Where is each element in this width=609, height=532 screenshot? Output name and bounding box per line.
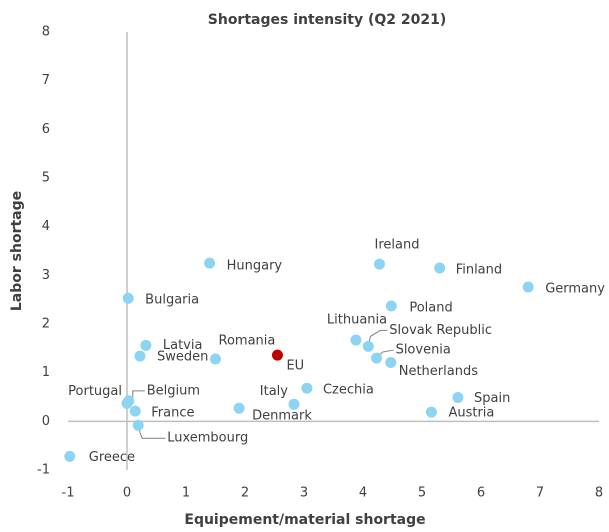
point [204,257,216,269]
y-tick-label: -1 [37,463,50,478]
point [385,356,397,368]
y-tick-label: 8 [42,25,50,40]
x-tick-label: 4 [359,486,367,501]
point-label: Luxembourg [167,431,248,446]
point [210,353,221,365]
point-label: Latvia [163,338,203,353]
y-tick-label: 0 [42,414,50,429]
point [385,300,397,312]
point-label: Czechia [323,383,374,398]
point [371,352,383,364]
x-tick-label: 2 [241,486,249,501]
point [301,382,313,394]
y-tick-label: 7 [42,73,50,88]
point [132,419,144,431]
point [350,334,362,346]
point-label: Austria [448,406,494,421]
point-label: Poland [409,300,452,315]
point-label: Slovak Republic [389,323,492,338]
point [271,349,283,361]
point [425,406,437,418]
point-label: Denmark [252,409,312,424]
point-label: Sweden [157,350,208,365]
point-label: Italy [260,384,289,399]
point [434,262,446,274]
point [140,339,152,351]
y-tick-label: 5 [42,171,50,186]
point-label: Lithuania [327,313,387,328]
point-label: EU [286,359,304,374]
point-label: Germany [545,282,605,297]
x-axis-title: Equipement/material shortage [184,512,425,528]
point [122,292,134,304]
point [452,391,464,403]
x-tick-label: 1 [182,486,190,501]
point [362,340,374,352]
point [522,281,534,293]
y-tick-label: 3 [42,268,50,283]
x-tick-label: 5 [418,486,426,501]
x-tick-label: 0 [123,486,131,501]
y-tick-label: 2 [42,317,50,332]
point [134,350,146,362]
x-tick-label: 3 [300,486,308,501]
x-tick-label: -1 [62,486,75,501]
y-tick-label: 6 [42,122,50,137]
y-axis-title: Labor shortage [9,191,25,311]
point-label: Hungary [227,259,283,274]
y-tick-label: 1 [42,365,50,380]
chart-title: Shortages intensity (Q2 2021) [208,12,446,28]
point-label: Spain [474,391,510,406]
point [374,258,386,270]
point-label: Finland [456,263,502,278]
y-tick-label: 4 [42,219,50,234]
point-label: Greece [89,450,135,465]
x-tick-label: 7 [536,486,544,501]
point-label: Slovenia [396,343,451,358]
point-label: Bulgaria [145,293,199,308]
point [233,402,245,414]
point-label: Ireland [375,238,420,253]
point-label: Portugal [68,384,122,399]
point-label: France [151,406,194,421]
point [129,405,141,417]
point-label: Netherlands [399,364,478,379]
point [64,450,76,462]
point-label: Romania [219,334,276,349]
point-label: Belgium [147,383,200,398]
x-tick-label: 6 [477,486,485,501]
x-tick-label: 8 [595,486,603,501]
point [288,398,300,410]
point [123,395,135,407]
